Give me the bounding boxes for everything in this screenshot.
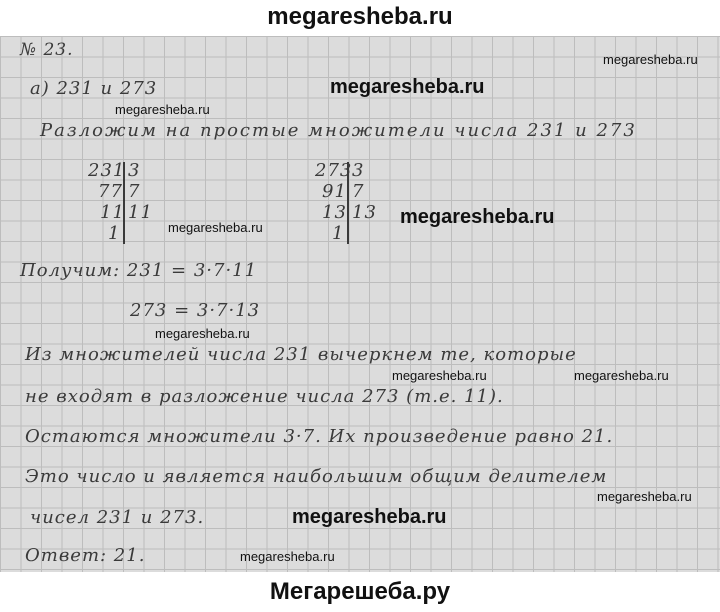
watermark: megaresheba.ru xyxy=(392,368,487,383)
division-line xyxy=(347,162,349,244)
watermark: megaresheba.ru xyxy=(240,549,335,564)
watermark: megaresheba.ru xyxy=(168,220,263,235)
divisor: 13 xyxy=(352,202,377,223)
watermark: megaresheba.ru xyxy=(155,326,250,341)
site-footer: Мегарешеба.ру xyxy=(0,572,720,612)
watermark: megaresheba.ru xyxy=(400,206,555,228)
divisor: 7 xyxy=(352,181,365,202)
text-line: Остаются множители 3·7. Их произведение … xyxy=(25,426,614,447)
notebook-page xyxy=(0,36,720,572)
result-231: Получим: 231 = 3·7·11 xyxy=(20,260,258,281)
answer: Ответ: 21. xyxy=(25,545,146,566)
dividend: 77 xyxy=(98,181,123,202)
watermark: megaresheba.ru xyxy=(115,102,210,117)
dividend: 1 xyxy=(108,223,121,244)
dividend: 13 xyxy=(322,202,347,223)
problem-number: № 23. xyxy=(20,40,74,60)
watermark: megaresheba.ru xyxy=(603,52,698,67)
text-line: не входят в разложение числа 273 (т.е. 1… xyxy=(25,386,504,407)
result-273: 273 = 3·7·13 xyxy=(130,300,261,321)
text-line: чисел 231 и 273. xyxy=(30,507,205,528)
dividend: 91 xyxy=(322,181,347,202)
text-line: Из множителей числа 231 вычеркнем те, ко… xyxy=(25,344,577,365)
divisor: 7 xyxy=(128,181,141,202)
text-line: Это число и является наибольшим общим де… xyxy=(25,466,608,487)
division-line xyxy=(123,162,125,244)
dividend: 1 xyxy=(332,223,345,244)
divisor: 11 xyxy=(128,202,153,223)
dividend: 273 xyxy=(315,160,353,181)
watermark: megaresheba.ru xyxy=(597,489,692,504)
divisor: 3 xyxy=(128,160,141,181)
watermark: megaresheba.ru xyxy=(330,76,485,98)
intro-line: Разложим на простые множители числа 231 … xyxy=(40,120,637,141)
watermark: megaresheba.ru xyxy=(574,368,669,383)
site-header: megaresheba.ru xyxy=(0,0,720,38)
problem-part: а) 231 и 273 xyxy=(30,78,158,99)
divisor: 3 xyxy=(352,160,365,181)
dividend: 11 xyxy=(100,202,125,223)
dividend: 231 xyxy=(88,160,126,181)
watermark: megaresheba.ru xyxy=(292,506,447,528)
